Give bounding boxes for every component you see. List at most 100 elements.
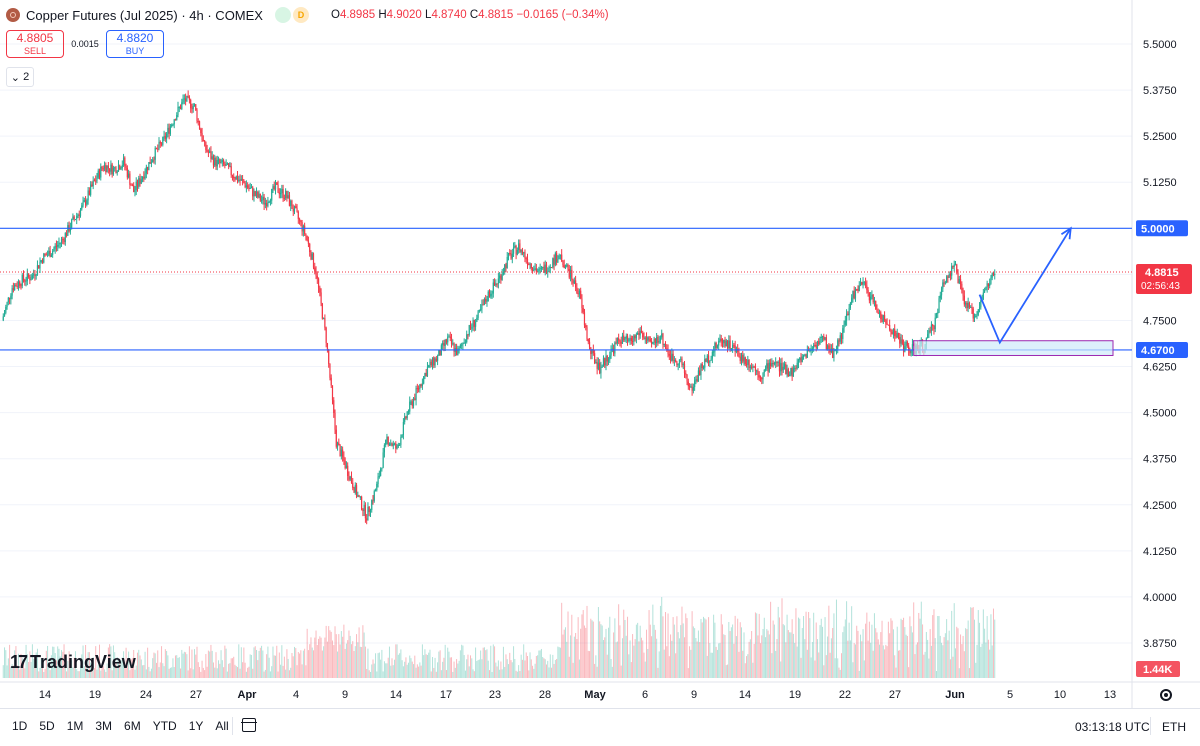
market-status-icon[interactable] — [274, 7, 291, 23]
candle-body — [951, 265, 953, 276]
volume-bar — [882, 645, 884, 678]
range-1y[interactable]: 1Y — [188, 719, 204, 733]
candle-body — [136, 181, 139, 187]
candle-body — [340, 449, 342, 457]
candle-body — [378, 475, 380, 477]
projection-arrow — [978, 227, 1072, 345]
volume-bar — [524, 660, 526, 678]
volume-bar — [771, 653, 773, 678]
range-6m[interactable]: 6M — [124, 719, 141, 733]
volume-bar — [658, 651, 660, 678]
candle-body — [466, 334, 468, 343]
candle-body — [385, 439, 387, 446]
candle-body — [886, 323, 888, 325]
candle-body — [982, 292, 984, 300]
volume-bar — [174, 655, 176, 678]
candle-body — [690, 386, 692, 388]
candle-body — [594, 353, 596, 363]
candle-body — [311, 253, 313, 260]
candle-body — [174, 119, 177, 121]
candle-body — [361, 496, 363, 510]
volume-bar — [903, 617, 905, 678]
candle-body — [556, 253, 558, 263]
candle-body — [819, 337, 821, 345]
volume-bar — [502, 646, 504, 678]
candle-body — [279, 193, 282, 195]
tradingview-logo[interactable]: 17 TradingView — [10, 652, 136, 672]
candle-body — [624, 338, 626, 341]
volume-bar — [673, 624, 675, 678]
range-5d[interactable]: 5D — [39, 719, 55, 733]
candle-body — [407, 411, 410, 413]
candle-body — [395, 443, 397, 449]
volume-bar — [340, 631, 342, 678]
candle-body — [652, 342, 654, 344]
volume-bar — [482, 647, 484, 678]
gear-icon[interactable] — [1160, 689, 1172, 701]
candle-body — [615, 342, 617, 344]
range-1m[interactable]: 1M — [66, 719, 84, 733]
volume-bar — [759, 643, 761, 678]
candle-body — [105, 165, 107, 173]
candle-body — [131, 185, 134, 187]
volume-bar — [421, 644, 423, 678]
volume-bar — [941, 642, 943, 678]
range-3m[interactable]: 3M — [95, 719, 113, 733]
candle-body — [405, 416, 407, 419]
candle-body — [338, 442, 340, 446]
volume-bar — [708, 617, 710, 678]
delayed-data-badge[interactable]: D — [292, 7, 309, 23]
candle-body — [81, 205, 83, 210]
candle-body — [667, 349, 669, 355]
candle-body — [905, 341, 907, 347]
volume-bar — [216, 668, 218, 678]
volume-bar — [368, 670, 370, 678]
range-ytd[interactable]: YTD — [152, 719, 177, 733]
volume-bar — [26, 654, 28, 678]
candle-body — [65, 233, 68, 236]
candle-body — [726, 340, 729, 349]
volume-bar — [778, 617, 780, 678]
candle-body — [845, 313, 848, 321]
candle-body — [254, 191, 256, 196]
symbol-title[interactable]: Copper Futures (Jul 2025) · 4h · COMEX — [26, 7, 263, 23]
range-1d[interactable]: 1D — [12, 719, 28, 733]
candle-body — [461, 344, 463, 346]
candle-body — [468, 325, 470, 335]
range-all[interactable]: All — [215, 719, 229, 733]
candle-body — [6, 302, 8, 308]
candle-body — [336, 442, 339, 447]
volume-bar — [277, 671, 279, 678]
utc-clock[interactable]: 03:13:18 UTC — [1075, 720, 1150, 734]
candle-body — [352, 482, 354, 488]
volume-bar — [576, 639, 578, 678]
volume-bar — [935, 671, 937, 678]
candle-body — [198, 121, 201, 130]
volume-bar — [692, 626, 694, 678]
candle-body — [544, 264, 546, 273]
candle-body — [910, 350, 912, 354]
volume-bar — [670, 634, 672, 678]
buy-button[interactable]: 4.8820 BUY — [106, 30, 164, 58]
volume-bar — [105, 671, 107, 678]
volume-bar — [765, 637, 767, 678]
candle-body — [794, 368, 796, 370]
sell-button[interactable]: 4.8805 SELL — [6, 30, 64, 58]
volume-bar — [364, 646, 366, 678]
volume-bar — [54, 653, 56, 678]
volume-bar — [95, 646, 97, 678]
volume-bar — [639, 625, 641, 678]
candle-body — [445, 339, 448, 343]
volume-bar — [142, 665, 144, 678]
session-toggle[interactable]: ETH — [1162, 720, 1186, 734]
candle-body — [692, 387, 694, 391]
calendar-goto-icon[interactable] — [241, 718, 257, 732]
indicators-toggle[interactable]: ⌄ 2 — [6, 67, 34, 87]
volume-bar — [885, 644, 887, 678]
volume-bar — [269, 671, 271, 678]
volume-bar — [567, 611, 569, 678]
candle-body — [177, 107, 179, 116]
candle-body — [576, 287, 578, 294]
candle-body — [780, 363, 782, 372]
